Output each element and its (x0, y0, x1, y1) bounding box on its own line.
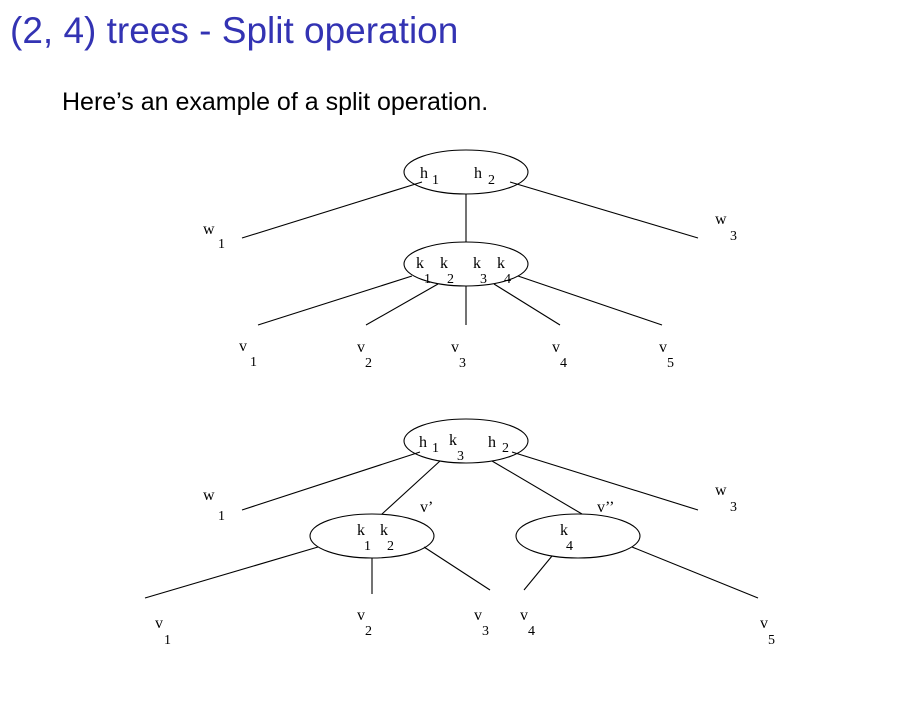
key-label: k (497, 255, 505, 272)
leaf-subscript: 2 (365, 624, 372, 639)
leaf-subscript: 1 (218, 509, 225, 524)
key-subscript: 3 (480, 272, 487, 287)
leaf-label: v (357, 339, 365, 356)
leaf-subscript: 3 (482, 624, 489, 639)
key-label: k (416, 255, 424, 272)
leaf-subscript: 1 (250, 355, 257, 370)
leaf-subscript: 2 (365, 356, 372, 371)
leaf-subscript: 3 (730, 500, 737, 515)
leaf-label: v (451, 339, 459, 356)
edge-root-right (491, 460, 583, 515)
right-child-node (515, 513, 641, 559)
leaf-label: w (203, 487, 215, 504)
leaf-subscript: 1 (218, 237, 225, 252)
edge-child-v4 (493, 283, 561, 326)
key-subscript: 4 (504, 272, 511, 287)
key-subscript: 3 (457, 449, 464, 464)
key-subscript: 1 (424, 272, 431, 287)
root-keys-after: h 1 k 3 h 2 (419, 432, 509, 464)
key-label: k (357, 522, 365, 539)
key-label: k (473, 255, 481, 272)
leaf-subscript: 5 (768, 633, 775, 648)
slide-title: (2, 4) trees - Split operation (10, 10, 459, 51)
left-child-keys: k 1 k 2 (357, 522, 394, 554)
edge-root-w1 (241, 451, 421, 511)
tree-before-split: h 1 h 2 k 1 k 2 k 3 k 4 w 1 w 3 v 1 v 2 … (203, 149, 737, 371)
left-child-node (309, 513, 435, 559)
leaf-label: w (203, 221, 215, 238)
key-label: k (440, 255, 448, 272)
right-child-keys: k 4 (560, 522, 573, 554)
edge-root-w1 (241, 181, 423, 239)
key-label: h (419, 434, 427, 451)
leaf-label: w (715, 211, 727, 228)
key-subscript: 2 (502, 441, 509, 456)
root-keys-before: h 1 h 2 (420, 165, 495, 188)
side-leaves-after: w 1 w 3 (203, 482, 737, 524)
key-subscript: 2 (387, 539, 394, 554)
key-subscript: 2 (488, 173, 495, 188)
key-label: k (560, 522, 568, 539)
leaves-before: v 1 v 2 v 3 v 4 v 5 (239, 338, 674, 371)
key-subscript: 1 (364, 539, 371, 554)
key-label: k (449, 432, 457, 449)
key-label: h (474, 165, 482, 182)
leaf-label: v (552, 339, 560, 356)
edge-left-v3 (423, 546, 491, 591)
edge-root-w3 (511, 451, 699, 511)
edge-left-v1 (144, 546, 319, 599)
root-node-after (403, 418, 529, 464)
edge-right-v4 (523, 555, 553, 591)
slide-subtitle: Here’s an example of a split operation. (62, 88, 489, 116)
leaf-label: v (760, 615, 768, 632)
tree-after-split: h 1 k 3 h 2 k 1 k 2 k 4 v’ v’’ w 1 w 3 v… (144, 418, 775, 648)
leaf-subscript: 3 (730, 229, 737, 244)
side-leaves-before: w 1 w 3 (203, 211, 737, 252)
key-subscript: 1 (432, 441, 439, 456)
leaf-subscript: 1 (164, 633, 171, 648)
edge-child-v5 (517, 275, 663, 326)
key-subscript: 4 (566, 539, 573, 554)
key-label: k (380, 522, 388, 539)
key-subscript: 2 (447, 272, 454, 287)
leaf-label: v (239, 338, 247, 355)
leaf-label: w (715, 482, 727, 499)
edge-right-v5 (631, 546, 759, 599)
leaf-subscript: 4 (528, 624, 535, 639)
key-label: h (420, 165, 428, 182)
leaf-subscript: 3 (459, 356, 466, 371)
node-label-v-prime: v’ (420, 499, 433, 516)
node-label-v-double-prime: v’’ (597, 499, 614, 516)
leaf-subscript: 5 (667, 356, 674, 371)
leaf-subscript: 4 (560, 356, 567, 371)
leaf-label: v (659, 339, 667, 356)
leaf-label: v (357, 607, 365, 624)
edge-root-w3 (509, 181, 699, 239)
key-subscript: 1 (432, 173, 439, 188)
leaf-label: v (520, 607, 528, 624)
leaves-after: v 1 v 2 v 3 v 4 v 5 (155, 607, 775, 648)
edge-root-left (381, 460, 441, 515)
leaf-label: v (474, 607, 482, 624)
key-label: h (488, 434, 496, 451)
leaf-label: v (155, 615, 163, 632)
child-keys-before: k 1 k 2 k 3 k 4 (416, 255, 511, 287)
edge-child-v2 (365, 283, 439, 326)
edge-child-v1 (257, 275, 413, 326)
